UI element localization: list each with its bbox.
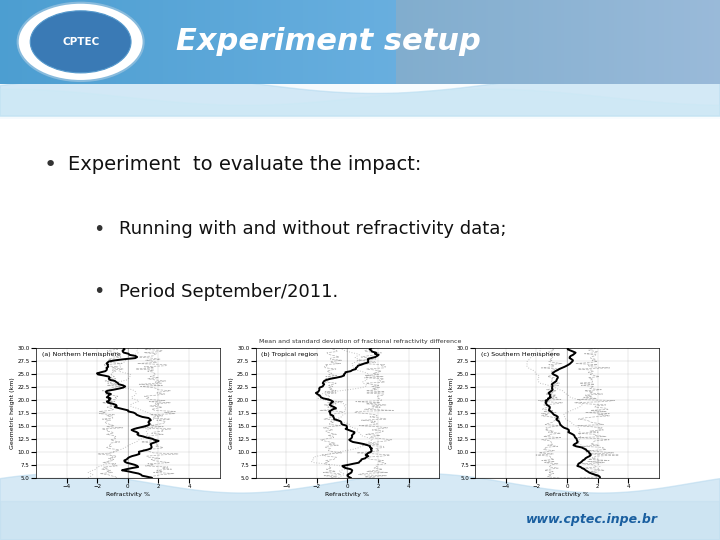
Ellipse shape <box>18 3 143 81</box>
Text: (a) Northern Hemisphere: (a) Northern Hemisphere <box>42 352 120 357</box>
Text: Running with and without refractivity data;: Running with and without refractivity da… <box>119 220 506 239</box>
Text: •: • <box>43 154 56 175</box>
Ellipse shape <box>30 11 131 73</box>
Text: Period September/2011.: Period September/2011. <box>119 282 338 301</box>
X-axis label: Refractivity %: Refractivity % <box>325 492 369 497</box>
X-axis label: Refractivity %: Refractivity % <box>545 492 589 497</box>
Text: (c) Southern Hemisphere: (c) Southern Hemisphere <box>481 352 559 357</box>
Text: Experiment setup: Experiment setup <box>176 28 481 56</box>
FancyBboxPatch shape <box>0 119 720 540</box>
X-axis label: Refractivity %: Refractivity % <box>106 492 150 497</box>
Text: CPTEC: CPTEC <box>62 37 99 47</box>
Text: www.cptec.inpe.br: www.cptec.inpe.br <box>526 513 657 526</box>
Text: Experiment  to evaluate the impact:: Experiment to evaluate the impact: <box>68 155 422 174</box>
Y-axis label: Geometric height (km): Geometric height (km) <box>449 377 454 449</box>
Text: (b) Tropical region: (b) Tropical region <box>261 352 318 357</box>
Text: Mean and standard deviation of fractional refractivity difference: Mean and standard deviation of fractiona… <box>258 339 462 344</box>
Text: •: • <box>94 220 105 239</box>
Text: •: • <box>94 282 105 301</box>
Y-axis label: Geometric height (km): Geometric height (km) <box>10 377 14 449</box>
Y-axis label: Geometric height (km): Geometric height (km) <box>230 377 234 449</box>
